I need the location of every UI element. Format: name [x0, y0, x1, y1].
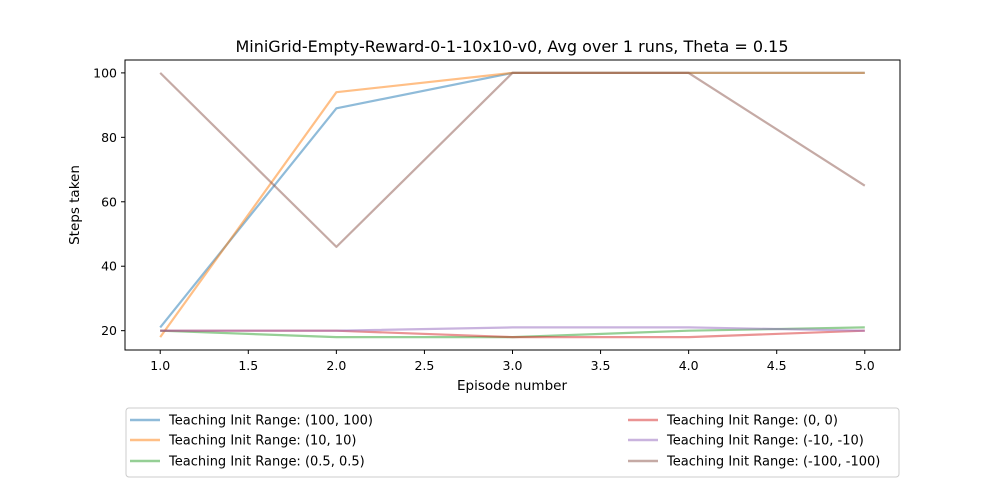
legend-label-5: Teaching Init Range: (-100, -100) [666, 455, 880, 470]
x-tick-label: 3.5 [591, 358, 611, 373]
x-tick-label: 3.0 [503, 358, 523, 373]
x-tick-label: 5.0 [855, 358, 875, 373]
y-tick-label: 60 [101, 194, 117, 209]
y-axis-label: Steps taken [67, 165, 83, 245]
y-tick-label: 40 [101, 259, 117, 274]
x-tick-label: 4.5 [767, 358, 787, 373]
y-tick-label: 20 [101, 323, 117, 338]
legend: Teaching Init Range: (100, 100) Teaching … [125, 407, 900, 478]
y-tick-label: 100 [93, 65, 117, 80]
plot-area-frame [124, 59, 901, 351]
series-line-5 [159, 71, 866, 248]
y-axis: 20 40 60 80 100 [93, 65, 125, 338]
legend-label-2: Teaching Init Range: (0.5, 0.5) [168, 455, 365, 470]
series-line-0 [159, 71, 865, 329]
chart-title: MiniGrid-Empty-Reward-0-1-10x10-v0, Avg … [235, 37, 788, 56]
x-tick-label: 1.0 [150, 358, 170, 373]
y-tick-label: 80 [101, 130, 117, 145]
x-tick-label: 2.0 [326, 358, 346, 373]
legend-label-3: Teaching Init Range: (0, 0) [666, 414, 838, 429]
x-axis-label: Episode number [457, 378, 567, 394]
x-axis: 1.0 1.5 2.0 2.5 3.0 3.5 4.0 4.5 5.0 [150, 350, 875, 373]
series-line-1 [159, 71, 865, 338]
x-tick-label: 2.5 [414, 358, 434, 373]
plot-lines [159, 71, 866, 339]
legend-label-1: Teaching Init Range: (10, 10) [168, 434, 356, 449]
legend-label-4: Teaching Init Range: (-10, -10) [666, 434, 864, 449]
legend-frame [125, 407, 900, 478]
legend-label-0: Teaching Init Range: (100, 100) [168, 414, 373, 429]
x-tick-label: 4.0 [679, 358, 699, 373]
x-tick-label: 1.5 [238, 358, 258, 373]
series-line-4 [160, 326, 865, 332]
